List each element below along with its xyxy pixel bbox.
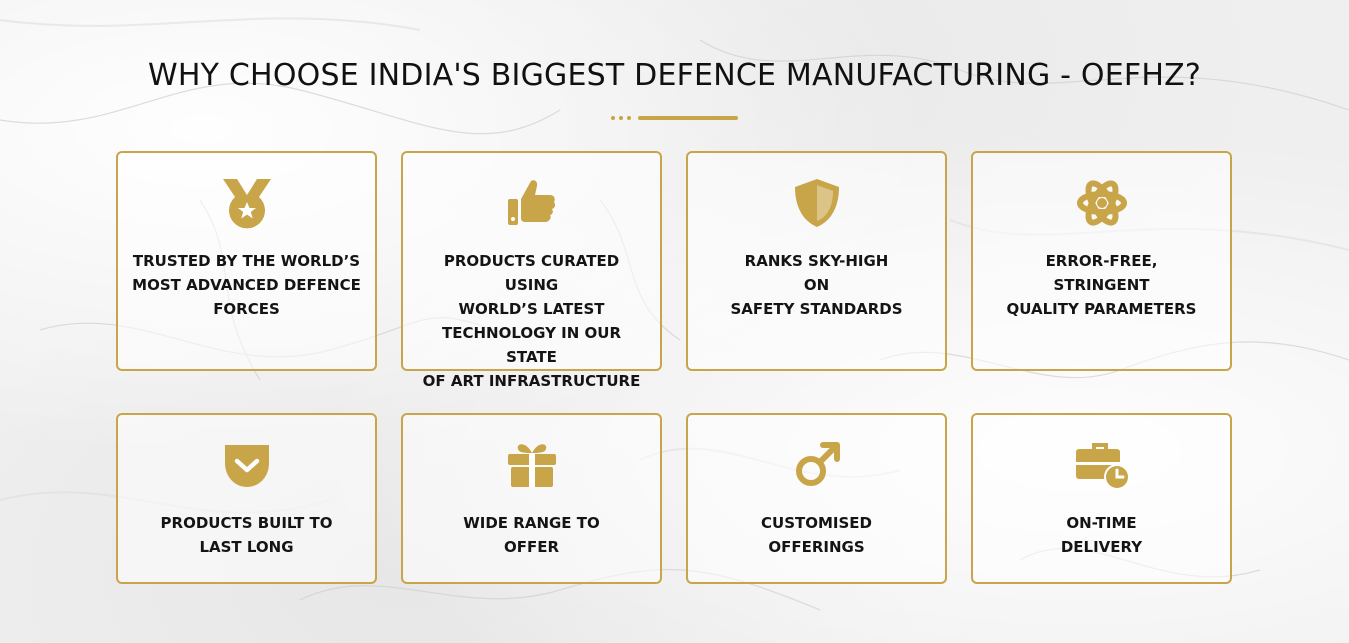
feature-card-safety: RANKS SKY-HIGH ON SAFETY STANDARDS — [686, 151, 947, 371]
divider-dot — [611, 116, 615, 120]
divider-dot — [619, 116, 623, 120]
feature-label: PRODUCTS CURATED USING WORLD’S LATEST TE… — [422, 252, 641, 390]
feature-label: CUSTOMISED OFFERINGS — [761, 514, 872, 556]
feature-label: PRODUCTS BUILT TO LAST LONG — [160, 514, 333, 556]
feature-card-durable: PRODUCTS BUILT TO LAST LONG — [116, 413, 377, 584]
title-divider — [611, 116, 741, 120]
briefcase-clock-icon — [1074, 437, 1130, 493]
feature-card-trusted: TRUSTED BY THE WORLD’S MOST ADVANCED DEF… — [116, 151, 377, 371]
feature-card-customised: CUSTOMISED OFFERINGS — [686, 413, 947, 584]
feature-label: ON-TIME DELIVERY — [1060, 514, 1143, 556]
shield-icon — [789, 175, 845, 231]
feature-label: RANKS SKY-HIGH ON SAFETY STANDARDS — [730, 252, 903, 318]
section-title: WHY CHOOSE INDIA'S BIGGEST DEFENCE MANUF… — [148, 58, 1201, 93]
feature-card-range: WIDE RANGE TO OFFER — [401, 413, 662, 584]
medal-star-icon — [219, 175, 275, 231]
feature-card-technology: PRODUCTS CURATED USING WORLD’S LATEST TE… — [401, 151, 662, 390]
feature-card-delivery: ON-TIME DELIVERY — [971, 413, 1232, 584]
pocket-chevron-icon — [219, 437, 275, 493]
feature-label: TRUSTED BY THE WORLD’S MOST ADVANCED DEF… — [132, 252, 361, 318]
divider-bar — [638, 116, 738, 120]
divider-dot — [627, 116, 631, 120]
mars-symbol-icon — [789, 437, 845, 493]
feature-card-quality: ERROR-FREE, STRINGENT QUALITY PARAMETERS — [971, 151, 1232, 371]
thumbs-up-icon — [504, 175, 560, 231]
feature-label: ERROR-FREE, STRINGENT QUALITY PARAMETERS — [1006, 252, 1197, 318]
gift-icon — [504, 437, 560, 493]
atom-icon — [1074, 175, 1130, 231]
feature-label: WIDE RANGE TO OFFER — [463, 514, 600, 556]
